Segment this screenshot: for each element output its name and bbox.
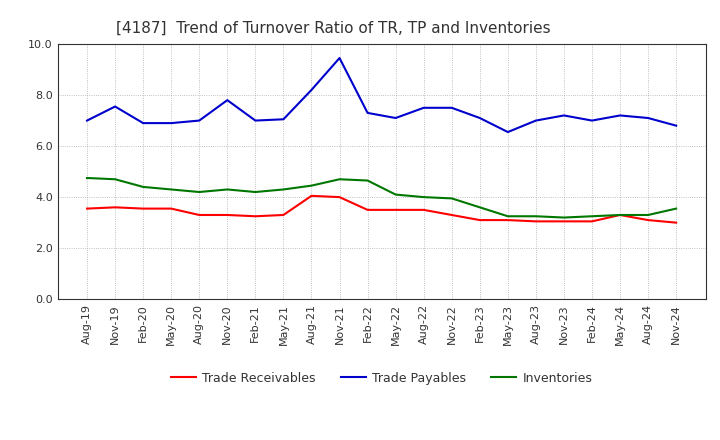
Trade Payables (588, 118, 596, 123)
Trade Payables (336, 55, 344, 61)
Inventories (672, 206, 680, 211)
Trade Receivables (531, 219, 540, 224)
Trade Receivables (195, 213, 204, 218)
Trade Receivables (616, 213, 624, 218)
Inventories (223, 187, 232, 192)
Inventories (616, 213, 624, 218)
Trade Receivables (111, 205, 120, 210)
Line: Inventories: Inventories (87, 178, 676, 217)
Trade Payables (503, 129, 512, 135)
Inventories (531, 214, 540, 219)
Trade Receivables (559, 219, 568, 224)
Inventories (559, 215, 568, 220)
Trade Payables (644, 115, 652, 121)
Inventories (447, 196, 456, 201)
Inventories (391, 192, 400, 197)
Inventories (279, 187, 288, 192)
Trade Payables (559, 113, 568, 118)
Trade Receivables (336, 194, 344, 200)
Line: Trade Payables: Trade Payables (87, 58, 676, 132)
Trade Receivables (419, 207, 428, 213)
Inventories (644, 213, 652, 218)
Trade Receivables (139, 206, 148, 211)
Trade Payables (223, 98, 232, 103)
Trade Payables (391, 115, 400, 121)
Trade Receivables (475, 217, 484, 223)
Inventories (364, 178, 372, 183)
Trade Receivables (167, 206, 176, 211)
Line: Trade Receivables: Trade Receivables (87, 196, 676, 223)
Trade Payables (139, 121, 148, 126)
Inventories (503, 214, 512, 219)
Trade Payables (279, 117, 288, 122)
Trade Receivables (588, 219, 596, 224)
Trade Payables (475, 115, 484, 121)
Inventories (167, 187, 176, 192)
Trade Receivables (672, 220, 680, 225)
Text: [4187]  Trend of Turnover Ratio of TR, TP and Inventories: [4187] Trend of Turnover Ratio of TR, TP… (116, 21, 551, 36)
Trade Payables (531, 118, 540, 123)
Trade Payables (419, 105, 428, 110)
Trade Receivables (279, 213, 288, 218)
Trade Payables (83, 118, 91, 123)
Inventories (195, 189, 204, 194)
Inventories (111, 176, 120, 182)
Trade Receivables (644, 217, 652, 223)
Trade Payables (447, 105, 456, 110)
Trade Payables (307, 87, 316, 92)
Trade Receivables (83, 206, 91, 211)
Trade Receivables (251, 214, 260, 219)
Trade Receivables (391, 207, 400, 213)
Trade Payables (364, 110, 372, 116)
Inventories (139, 184, 148, 190)
Trade Payables (167, 121, 176, 126)
Inventories (588, 214, 596, 219)
Inventories (251, 189, 260, 194)
Trade Payables (195, 118, 204, 123)
Legend: Trade Receivables, Trade Payables, Inventories: Trade Receivables, Trade Payables, Inven… (166, 367, 597, 390)
Inventories (419, 194, 428, 200)
Trade Payables (251, 118, 260, 123)
Trade Receivables (307, 193, 316, 198)
Trade Receivables (503, 217, 512, 223)
Inventories (307, 183, 316, 188)
Inventories (475, 205, 484, 210)
Trade Receivables (364, 207, 372, 213)
Trade Payables (616, 113, 624, 118)
Inventories (336, 176, 344, 182)
Trade Receivables (223, 213, 232, 218)
Trade Receivables (447, 213, 456, 218)
Trade Payables (111, 104, 120, 109)
Inventories (83, 175, 91, 180)
Trade Payables (672, 123, 680, 128)
